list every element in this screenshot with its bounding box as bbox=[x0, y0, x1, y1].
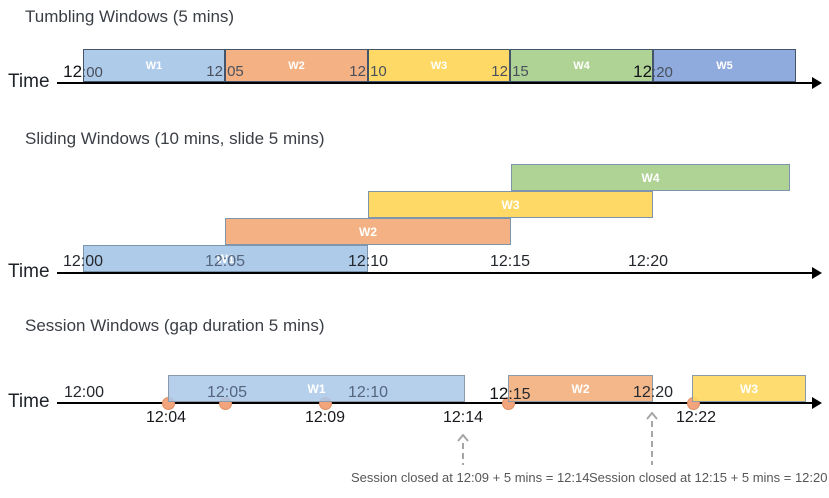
window-label: W2 bbox=[571, 381, 590, 396]
session-title: Session Windows (gap duration 5 mins) bbox=[25, 316, 325, 335]
timeline-axis bbox=[57, 82, 813, 84]
dashed-up-arrow-icon bbox=[646, 412, 658, 465]
axis-tick: 12:20 bbox=[633, 62, 673, 81]
window-label: W2 bbox=[359, 224, 377, 239]
time-axis-label: Time bbox=[8, 391, 50, 412]
window-w3: W3 bbox=[368, 191, 653, 218]
session-closed-annotation: Session closed at 12:09 + 5 mins = 12:14 bbox=[351, 470, 590, 485]
window-label: W1 bbox=[307, 381, 326, 396]
window-label: W3 bbox=[430, 59, 448, 72]
window-w2: W2 bbox=[225, 218, 511, 245]
window-w1: W1 bbox=[168, 375, 465, 402]
window-w2: W2 bbox=[508, 375, 653, 402]
window-label: W4 bbox=[573, 59, 590, 72]
axis-tick: 12:05 bbox=[206, 384, 248, 401]
window-label: W4 bbox=[641, 170, 660, 185]
dashed-up-arrow-icon bbox=[457, 434, 469, 465]
axis-tick: 12:00 bbox=[62, 253, 104, 270]
time-axis-label: Time bbox=[8, 71, 50, 92]
window-w4: W4 bbox=[511, 164, 790, 191]
axis-tick: 12:10 bbox=[349, 63, 387, 80]
axis-tick: 12:00 bbox=[63, 384, 105, 401]
window-w5: W5 bbox=[653, 49, 796, 82]
window-w2: W2 bbox=[225, 49, 368, 82]
window-label: W1 bbox=[145, 59, 163, 72]
window-label: W3 bbox=[501, 197, 520, 212]
axis-tick: 12:05 bbox=[204, 253, 246, 270]
event-time-label: 12:04 bbox=[145, 409, 187, 426]
axis-tick: 12:15 bbox=[489, 253, 531, 270]
axis-tick: 12:10 bbox=[347, 253, 389, 270]
window-w1: W1 bbox=[83, 245, 368, 272]
axis-tick: 12:15 bbox=[489, 384, 531, 403]
event-time-label: 12:14 bbox=[442, 409, 484, 426]
axis-arrow-icon bbox=[812, 77, 822, 89]
window-label: W2 bbox=[288, 59, 305, 72]
timeline-axis bbox=[57, 272, 813, 274]
axis-tick: 12:05 bbox=[206, 63, 244, 80]
session-closed-annotation: Session closed at 12:15 + 5 mins = 12:20 bbox=[589, 470, 828, 485]
window-w3: W3 bbox=[368, 49, 510, 82]
axis-arrow-icon bbox=[812, 397, 822, 409]
axis-tick: 12:10 bbox=[347, 384, 389, 401]
axis-tick: 12:00 bbox=[63, 62, 103, 81]
window-label: W5 bbox=[716, 59, 733, 72]
window-w3: W3 bbox=[692, 375, 806, 402]
event-time-label: 12:22 bbox=[675, 409, 717, 426]
window-w4: W4 bbox=[510, 49, 653, 82]
timeline-axis bbox=[57, 402, 813, 404]
axis-tick: 12:20 bbox=[627, 253, 669, 270]
time-axis-label: Time bbox=[8, 261, 50, 282]
tumbling-title: Tumbling Windows (5 mins) bbox=[25, 7, 235, 26]
event-time-label: 12:09 bbox=[304, 409, 346, 426]
window-w1: W1 bbox=[83, 49, 225, 82]
window-label: W1 bbox=[216, 251, 235, 266]
axis-tick: 12:15 bbox=[491, 63, 529, 80]
axis-tick: 12:20 bbox=[632, 384, 674, 401]
window-label: W3 bbox=[740, 381, 758, 396]
sliding-title: Sliding Windows (10 mins, slide 5 mins) bbox=[25, 129, 325, 148]
axis-arrow-icon bbox=[812, 267, 822, 279]
